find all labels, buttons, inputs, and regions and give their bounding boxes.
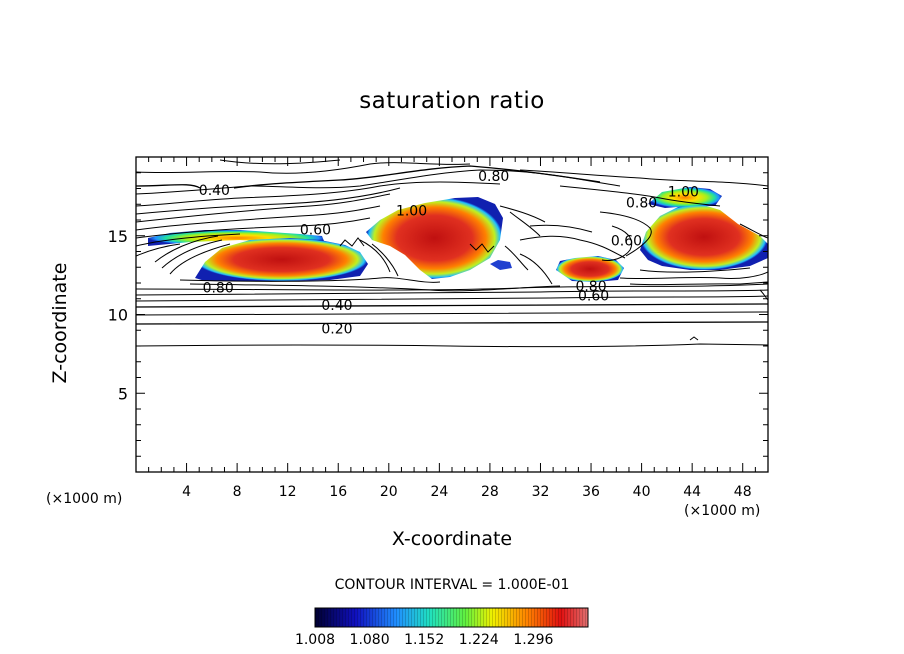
contour-line [529,224,593,233]
contour-label: 0.20 [321,322,352,338]
contour-line [136,243,181,257]
contour-line [339,237,365,247]
contour-label: 0.60 [578,289,609,305]
x-axis-label: X-coordinate [391,528,513,550]
supersat-region-f [490,260,512,270]
x-tick-label: 36 [582,484,600,500]
contour-label: 0.80 [575,279,606,295]
contour-line [519,253,553,285]
contour-line [519,235,626,259]
contour-line [161,239,223,269]
supersat-region-d [640,204,768,270]
contour-label: 0.40 [321,298,352,314]
x-tick-label: 28 [481,484,499,500]
contour-line [136,289,768,296]
y-tick-label: 10 [108,306,128,325]
contour-line [136,343,768,348]
contour-line [639,267,751,273]
contour-line [519,169,768,187]
x-tick-label: 24 [430,484,448,500]
contour-line [136,233,241,247]
contour-label: 1.00 [668,185,699,201]
contour-line [169,243,231,275]
x-tick-label: 16 [329,484,347,500]
contour-line [599,211,652,257]
x-tick-label: 12 [279,484,297,500]
x-tick-label: 44 [683,484,701,500]
chart-title: saturation ratio [359,88,545,114]
x-tick-label: 20 [380,484,398,500]
contour-line [136,283,768,291]
contour-line [136,295,768,302]
x-tick-label: 8 [233,484,242,500]
supersat-region-e [648,187,722,208]
contour-line [136,162,471,174]
y-axis-label: Z-coordinate [49,262,71,384]
contour-line [136,205,381,231]
y-tick-label: 15 [108,227,128,246]
contour-line [219,159,341,165]
contour-line [189,283,561,292]
contour-line [509,211,541,237]
x-unit-label-right: (×1000 m) [684,503,761,519]
contour-line [136,181,501,207]
contour-line [136,303,768,308]
contour-label: 0.80 [626,196,657,212]
contour-line [136,193,391,223]
contour-line [504,245,529,271]
contour-label: 0.60 [300,222,331,238]
contour-line [136,217,371,239]
contour-line [359,239,391,273]
colorbar-tick-label: 1.296 [513,632,553,648]
contour-line [136,165,601,189]
contour-line [371,243,399,277]
x-unit-label-left: (×1000 m) [46,491,123,507]
contour-line [154,235,219,263]
contour-line [136,321,768,325]
contour-line [559,185,721,207]
contour-line [136,187,401,215]
colorbar-tick-label: 1.224 [459,632,499,648]
x-tick-label: 4 [182,484,191,500]
contour-line [136,311,768,316]
contour-label: 0.60 [611,233,642,249]
contour-label: 0.80 [478,169,509,185]
contour-label: 0.80 [203,281,234,297]
contour-label: 0.40 [199,183,230,199]
contour-field [136,159,768,348]
contour-line [499,205,546,223]
x-tick-label: 40 [633,484,651,500]
y-tick-label: 5 [118,384,128,403]
contour-line [619,271,768,280]
contour-label: 1.00 [396,204,427,220]
supersat-region-c [556,256,624,282]
x-tick-label: 48 [734,484,752,500]
contour-interval-label: CONTOUR INTERVAL = 1.000E-01 [334,577,570,593]
x-tick-label: 32 [532,484,550,500]
contour-line [739,223,768,239]
colorbar-tick-label: 1.008 [295,632,335,648]
colorbar-tick-label: 1.080 [350,632,390,648]
contour-line [601,225,633,261]
supersat-region-b [366,197,503,279]
colorbar-tick-label: 1.152 [404,632,444,648]
contour-line [689,336,699,341]
contour-line [179,277,441,283]
supersat-region-a [195,238,368,281]
contour-line [469,243,495,253]
contour-line [629,281,768,286]
